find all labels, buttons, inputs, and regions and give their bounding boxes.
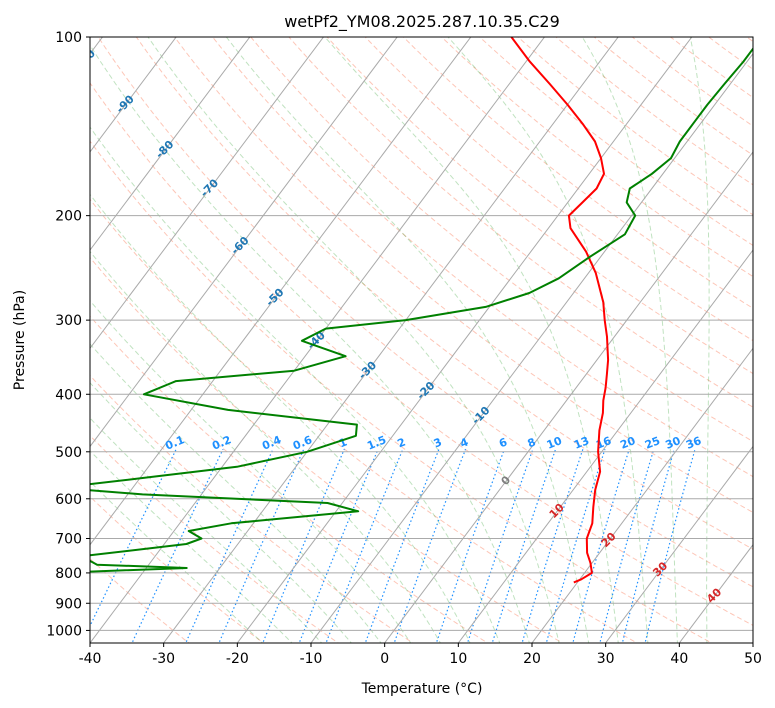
mixing-ratio-line — [435, 448, 505, 643]
temperature-line — [510, 37, 610, 584]
mixing-ratio-line — [599, 449, 655, 643]
y-tick-label: 100 — [55, 30, 82, 46]
mixing-ratio-line — [218, 448, 305, 643]
isotherm — [457, 249, 753, 643]
moist-adiabat — [90, 417, 323, 643]
mixing-ratio-line — [131, 448, 224, 643]
x-tick-label: 40 — [670, 651, 688, 667]
mixing-ratio-line — [621, 449, 675, 643]
mixing-ratio-line — [491, 449, 557, 643]
x-tick-label: 20 — [523, 651, 541, 667]
isotherm — [90, 37, 325, 350]
dry-adiabat — [250, 37, 753, 443]
moist-adiabat — [90, 126, 501, 643]
mixing-ratio-line — [572, 449, 630, 643]
y-tick-label: 400 — [55, 387, 82, 403]
plot-area: -100-90-80-70-60-50-40-30-20-10010203040… — [90, 37, 753, 643]
gridlines — [90, 37, 753, 643]
mixing-ratio-label: 13 — [572, 434, 591, 452]
mixing-ratio-label: 36 — [684, 434, 703, 452]
x-tick-label: 30 — [597, 651, 615, 667]
isotherm — [90, 37, 398, 448]
moist-adiabat — [90, 480, 264, 643]
dry-adiabat — [402, 37, 753, 309]
y-axis-label: Pressure (hPa) — [12, 290, 28, 390]
isotherm — [310, 52, 753, 643]
y-tick-label: 500 — [55, 445, 82, 461]
y-tick-label: 600 — [55, 492, 82, 508]
mixing-ratio-line — [521, 449, 584, 643]
mixing-ratio-label: 25 — [643, 434, 662, 452]
mixing-ratio-label: 2 — [396, 435, 408, 450]
isotherm — [90, 37, 177, 153]
mixing-ratio-label: 1 — [337, 435, 349, 450]
dewpoint-line — [90, 47, 753, 573]
x-tick-label: 50 — [744, 651, 762, 667]
y-axis-ticks: 100 200 300 400 500 600 700 800 900 1000 — [46, 30, 90, 639]
y-tick-label: 800 — [55, 566, 82, 582]
mixing-ratio-line — [545, 449, 606, 643]
x-tick-label: -30 — [152, 651, 175, 667]
isotherm — [383, 151, 753, 643]
x-axis-ticks: -40 -30 -20 -10 0 10 20 30 40 50 — [79, 643, 762, 667]
dry-adiabat — [97, 37, 753, 588]
mixing-ratio-label: 20 — [618, 434, 637, 452]
mixing-ratio-line — [644, 449, 696, 643]
isotherm — [604, 445, 753, 643]
dry-adiabat — [135, 37, 753, 550]
y-tick-label: 900 — [55, 596, 82, 612]
mixing-ratio-line — [393, 449, 467, 643]
x-axis-label: Temperature (°C) — [361, 681, 483, 697]
x-tick-label: -40 — [79, 651, 102, 667]
y-tick-label: 200 — [55, 209, 82, 225]
moist-adiabat — [90, 299, 412, 643]
y-tick-label: 700 — [55, 532, 82, 548]
plot-frame — [89, 36, 754, 644]
moist-adiabat — [90, 450, 293, 643]
isotherm — [90, 37, 251, 251]
moist-adiabat — [90, 193, 471, 643]
moist-adiabat — [90, 343, 382, 643]
sounding-series — [90, 37, 753, 584]
isotherm — [162, 37, 619, 643]
chart-title: wetPf2_YM08.2025.287.10.35.C29 — [284, 12, 560, 32]
mixing-ratio-line — [262, 448, 345, 643]
mixing-ratio-label: 3 — [432, 435, 444, 450]
isotherm — [90, 37, 546, 643]
y-tick-label: 300 — [55, 313, 82, 329]
dry-adiabat — [90, 140, 713, 643]
isotherm — [236, 37, 693, 643]
mixing-ratio-label: 8 — [526, 435, 538, 450]
mixing-ratio-line — [364, 448, 440, 643]
y-tick-label: 1000 — [46, 623, 82, 639]
mixing-ratio-label: 30 — [663, 434, 682, 452]
isotherm — [531, 347, 753, 643]
x-tick-label: -20 — [226, 651, 249, 667]
x-tick-label: 0 — [380, 651, 389, 667]
mixing-ratio-label: 10 — [545, 434, 564, 452]
x-tick-label: 10 — [449, 651, 467, 667]
x-tick-label: -10 — [300, 651, 323, 667]
isotherm — [90, 37, 472, 546]
